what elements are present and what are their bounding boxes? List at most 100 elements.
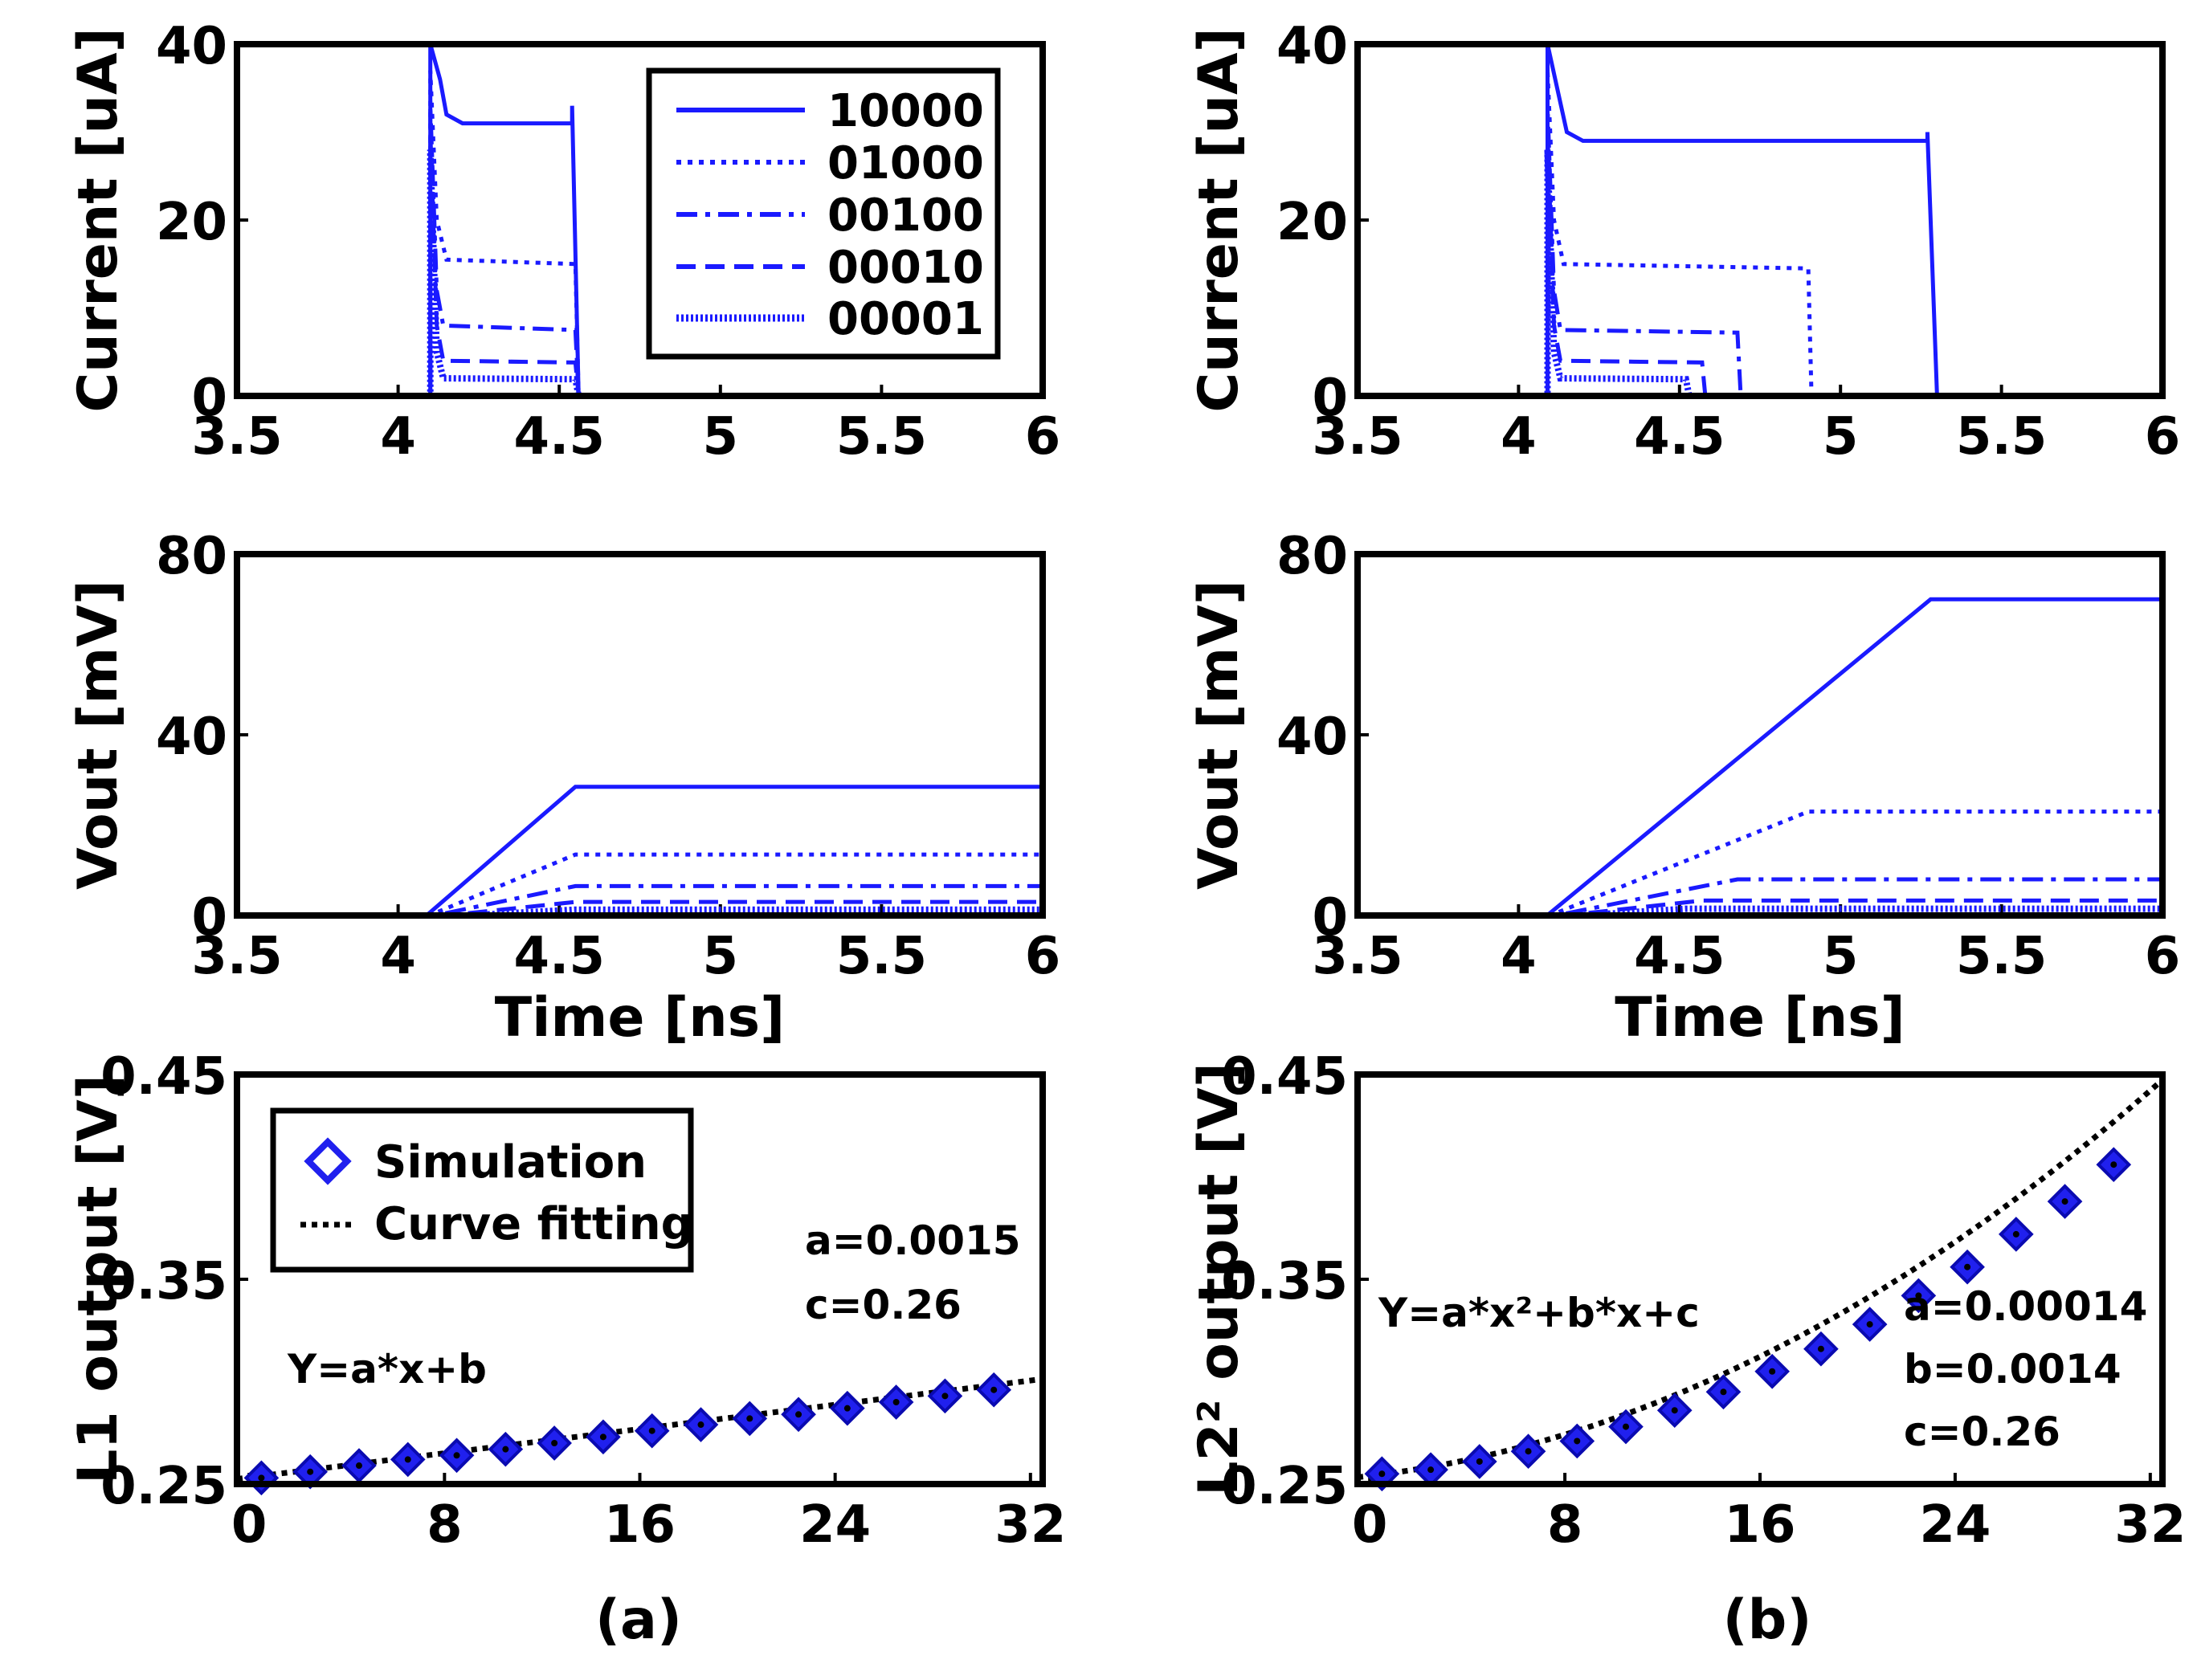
- axes-frame: [234, 41, 1046, 399]
- series-line-10000: [1358, 44, 2162, 396]
- x-tick-label: 5: [703, 927, 739, 986]
- series-line-00010: [1546, 898, 2162, 915]
- series-line-10000: [1543, 597, 2162, 915]
- param-b-1: b=0.0014: [1904, 1346, 2121, 1393]
- y-axis-label: Current [uA]: [1187, 27, 1251, 412]
- x-tick-label: 4: [380, 927, 416, 986]
- x-tick-label: 5.5: [1956, 407, 2047, 467]
- y-tick-label: 0.25: [100, 1457, 227, 1516]
- series-line-00100: [424, 883, 1043, 915]
- y-tick-label: 0: [1312, 888, 1348, 948]
- x-tick-label: 6: [2145, 407, 2181, 467]
- equation-b: Y=a*x²+b*x+c: [1378, 1290, 1700, 1336]
- x-tick-label: 4: [1501, 927, 1537, 986]
- series-line-01000: [1358, 70, 2162, 396]
- fit-point-overlay: [258, 1474, 265, 1482]
- fit-point-overlay: [1915, 1292, 1922, 1299]
- x-tick-label: 0: [1352, 1495, 1388, 1555]
- fit-point-overlay: [1476, 1458, 1483, 1465]
- series-line-01000: [1544, 809, 2162, 915]
- x-tick-label: 32: [2114, 1495, 2186, 1555]
- fit-point-overlay: [1964, 1263, 1971, 1270]
- equation-a: Y=a*x+b: [287, 1346, 487, 1393]
- legend-label-01000: 01000: [827, 137, 984, 190]
- axes-frame: [234, 1071, 1046, 1487]
- x-tick-label: 3.5: [191, 407, 282, 467]
- series-line-00010: [1358, 132, 2162, 396]
- y-tick-label: 20: [156, 193, 227, 252]
- fit-point-overlay: [307, 1468, 314, 1475]
- plot-b-vout: 3.5 4 4.5 5 5.5 6 0 40 80 Vout [mV] Time [ns]: [1187, 527, 2180, 1050]
- legend-label-simulation: Simulation: [374, 1136, 647, 1189]
- legend-label-00010: 00010: [827, 242, 984, 294]
- y-tick-label: 0.45: [1221, 1047, 1348, 1107]
- y-axis-label: Current [uA]: [67, 27, 130, 412]
- series-line-10000: [237, 44, 1043, 396]
- fit-point-overlay: [892, 1399, 900, 1405]
- x-tick-label: 3.5: [1312, 407, 1403, 467]
- fit-point-overlay: [795, 1411, 802, 1418]
- fit-point-overlay: [1525, 1448, 1532, 1455]
- y-axis-label: L2² output [V]: [1187, 1062, 1251, 1496]
- legend-label-10000: 10000: [827, 85, 984, 137]
- y-axis-label: L1 output [V]: [67, 1074, 130, 1484]
- caption-b: (b): [1723, 1588, 1812, 1652]
- fit-point-overlay: [1623, 1423, 1629, 1430]
- fit-point-overlay: [1378, 1470, 1386, 1478]
- y-tick-label: 40: [156, 707, 227, 767]
- y-axis-label: Vout [mV]: [67, 580, 130, 890]
- fit-curve: [1358, 1078, 2162, 1480]
- y-tick-label: 0: [1312, 369, 1348, 428]
- x-tick-label: 4.5: [514, 927, 605, 986]
- axes-frame: [1354, 1071, 2166, 1487]
- x-tick-label: 24: [1919, 1495, 1991, 1555]
- fit-point-overlay: [1769, 1368, 1776, 1375]
- fit-point-overlay: [2061, 1198, 2068, 1205]
- x-tick-label: 4.5: [514, 407, 605, 467]
- x-tick-label: 4.5: [1634, 407, 1725, 467]
- y-tick-label: 0.35: [100, 1252, 227, 1311]
- plot-area-b-vout: [1358, 597, 2162, 915]
- fit-point-overlay: [502, 1446, 509, 1453]
- fit-point-overlay: [1720, 1388, 1727, 1396]
- output-legend: Simulation Curve fitting: [270, 1107, 694, 1273]
- x-tick-label: 6: [1025, 927, 1061, 986]
- plot-area-b-current: [1358, 44, 2162, 396]
- param-a-1: c=0.26: [805, 1282, 962, 1328]
- caption-a: (a): [595, 1588, 682, 1652]
- y-tick-label: 0: [191, 888, 227, 948]
- series-line-00010: [426, 899, 1043, 915]
- x-tick-label: 16: [604, 1495, 676, 1555]
- x-tick-label: 5: [1823, 927, 1859, 986]
- legend-label-00100: 00100: [827, 190, 984, 242]
- x-tick-label: 5.5: [836, 927, 927, 986]
- y-tick-label: 80: [156, 527, 227, 586]
- plot-area-b-output: [1358, 1078, 2162, 1480]
- x-tick-label: 5: [703, 407, 739, 467]
- legend-label-curve-fitting: Curve fitting: [374, 1198, 693, 1250]
- x-tick-label: 4: [380, 407, 416, 467]
- x-tick-label: 32: [994, 1495, 1066, 1555]
- y-tick-label: 0.35: [1221, 1252, 1348, 1311]
- x-tick-label: 3.5: [1312, 927, 1403, 986]
- x-tick-label: 5.5: [836, 407, 927, 467]
- axes-frame: [1354, 551, 2166, 919]
- y-tick-label: 0.45: [100, 1047, 227, 1107]
- x-axis-label: Time [ns]: [1615, 986, 1905, 1050]
- x-tick-label: 6: [2145, 927, 2181, 986]
- series-line-00001: [1358, 149, 2162, 396]
- param-b-0: a=0.00014: [1904, 1283, 2147, 1330]
- fit-point-overlay: [648, 1427, 655, 1434]
- fit-point-overlay: [551, 1440, 558, 1446]
- fit-point-overlay: [599, 1433, 606, 1441]
- x-tick-label: 8: [427, 1495, 463, 1555]
- x-tick-label: 3.5: [191, 927, 282, 986]
- y-tick-label: 40: [156, 17, 227, 76]
- fit-point-overlay: [2012, 1230, 2019, 1238]
- fit-point-overlay: [941, 1393, 949, 1400]
- y-tick-label: 80: [1276, 527, 1348, 586]
- fit-point-overlay: [843, 1405, 851, 1412]
- y-tick-label: 40: [1276, 17, 1348, 76]
